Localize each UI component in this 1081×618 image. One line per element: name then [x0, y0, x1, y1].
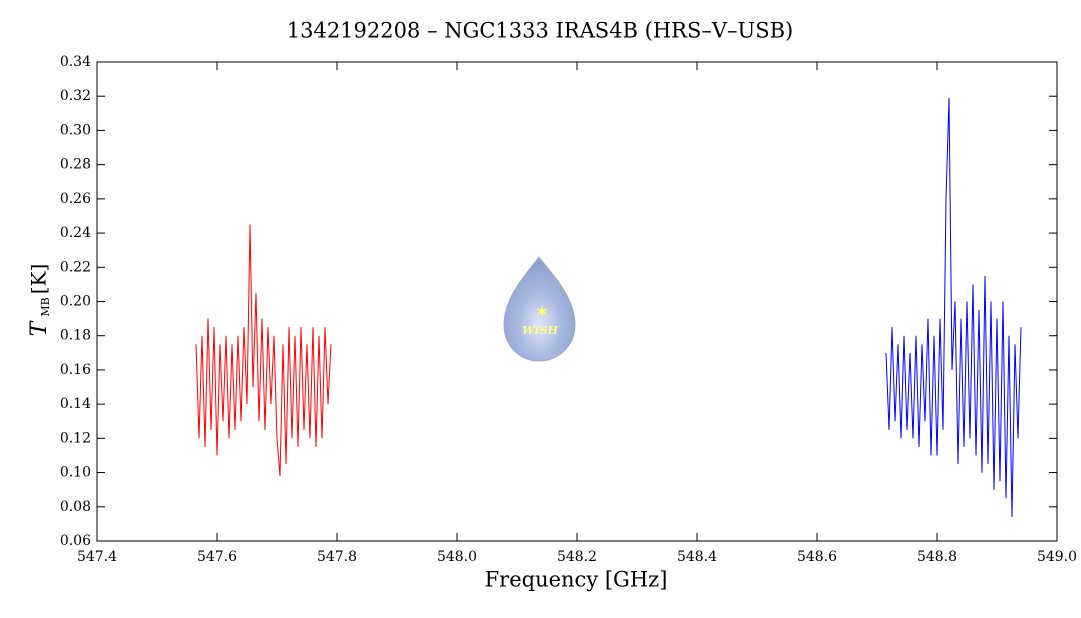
- logo-drop: [503, 256, 576, 362]
- y-label-symbol: T: [27, 319, 52, 336]
- logo-text: WISH: [522, 324, 558, 337]
- y-tick-label: 0.26: [60, 191, 91, 207]
- logo-star: ✶: [534, 302, 549, 323]
- logo: ✶ WISH: [503, 256, 576, 362]
- spectrum-line: [885, 97, 1022, 518]
- chart-title: 1342192208 – NGC1333 IRAS4B (HRS–V–USB): [287, 19, 794, 43]
- y-label-subscript: MB: [39, 297, 52, 316]
- x-tick-label: 548.2: [557, 549, 597, 565]
- y-tick-label: 0.08: [60, 499, 91, 515]
- y-label-unit: [K]: [27, 264, 51, 295]
- plot-frame: [96, 61, 1058, 542]
- y-tick-label: 0.34: [60, 54, 91, 70]
- y-tick-label: 0.24: [60, 225, 91, 241]
- y-tick-label: 0.32: [60, 88, 91, 104]
- y-tick-label: 0.12: [60, 430, 91, 446]
- y-tick-label: 0.20: [60, 294, 91, 310]
- y-tick-label: 0.10: [60, 465, 91, 481]
- x-tick-label: 548.4: [677, 549, 717, 565]
- y-tick-label: 0.14: [60, 396, 91, 412]
- y-tick-label: 0.30: [60, 122, 91, 138]
- y-tick-label: 0.06: [60, 533, 91, 549]
- x-axis-label: Frequency [GHz]: [485, 568, 668, 592]
- y-tick-label: 0.28: [60, 157, 91, 173]
- x-tick-label: 547.4: [77, 549, 117, 565]
- y-axis-label: T MB [K]: [27, 264, 53, 337]
- y-tick-label: 0.18: [60, 328, 91, 344]
- x-tick-label: 549.0: [1037, 549, 1077, 565]
- y-tick-label: 0.16: [60, 362, 91, 378]
- y-tick-label: 0.22: [60, 259, 91, 275]
- x-tick-label: 548.0: [437, 549, 477, 565]
- x-tick-label: 548.6: [797, 549, 837, 565]
- x-tick-label: 547.8: [317, 549, 357, 565]
- spectrum-line: [195, 224, 332, 477]
- x-tick-label: 548.8: [917, 549, 957, 565]
- x-tick-label: 547.6: [197, 549, 237, 565]
